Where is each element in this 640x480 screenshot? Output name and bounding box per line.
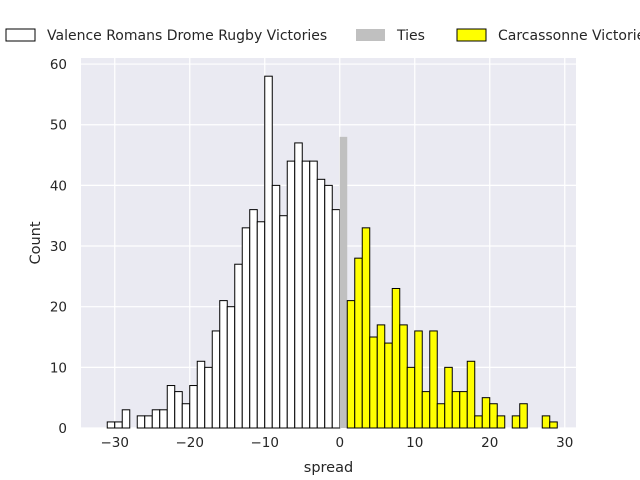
bar-carcassonne — [376, 324, 386, 429]
bar-valence — [189, 385, 198, 429]
bar-carcassonne — [459, 391, 468, 429]
bar-valence — [271, 184, 281, 429]
y-axis-ticks: 0 10 20 30 40 50 60 — [50, 57, 67, 437]
bar-carcassonne — [474, 415, 483, 429]
bar-valence — [181, 403, 191, 429]
x-axis-label: spread — [304, 460, 353, 476]
legend-label-valence: Valence Romans Drome Rugby Victories — [47, 28, 327, 44]
bar-valence — [279, 215, 288, 429]
bar-carcassonne — [391, 287, 401, 429]
bar-carcassonne — [406, 366, 416, 429]
legend-label-carcassonne: Carcassonne Victories — [498, 28, 640, 44]
bar-carcassonne — [511, 415, 521, 429]
bar-valence — [159, 409, 168, 429]
bar-valence — [264, 75, 273, 429]
bar-carcassonne — [399, 324, 408, 429]
y-tick-label: 0 — [58, 421, 67, 437]
y-tick-label: 10 — [50, 360, 67, 376]
x-tick-label: −20 — [176, 435, 205, 451]
bar-valence — [174, 391, 183, 429]
bar-carcassonne — [549, 421, 558, 429]
bar-valence — [286, 160, 296, 429]
bar-valence — [151, 409, 161, 429]
bar-carcassonne — [361, 227, 371, 429]
bar-valence — [196, 360, 206, 429]
bar-valence — [114, 421, 123, 429]
bar-valence — [241, 227, 251, 429]
bar-valence — [144, 415, 153, 429]
bar-carcassonne — [489, 403, 498, 429]
bar-valence — [256, 221, 266, 429]
y-tick-label: 40 — [50, 178, 67, 194]
bar-carcassonne — [429, 330, 438, 429]
bar-valence — [136, 415, 146, 429]
bar-carcassonne — [444, 366, 453, 429]
bar-carcassonne — [421, 391, 431, 429]
bar-valence — [331, 209, 341, 429]
legend-label-ties: Ties — [396, 28, 425, 44]
bar-valence — [316, 178, 326, 429]
x-axis-ticks: −30 −20 −10 0 10 20 30 — [101, 435, 574, 451]
y-axis-label: Count — [28, 221, 44, 264]
bar-valence — [226, 306, 236, 429]
x-tick-label: 20 — [481, 435, 498, 451]
bar-valence — [249, 209, 258, 429]
legend-swatch-valence — [5, 28, 36, 42]
bar-valence — [309, 160, 318, 429]
bar-valence — [121, 409, 131, 429]
y-tick-label: 50 — [50, 118, 67, 134]
bar-carcassonne — [481, 397, 491, 429]
histogram-bars — [106, 75, 558, 429]
y-tick-label: 20 — [50, 300, 67, 316]
bar-valence — [294, 142, 303, 429]
x-tick-label: −30 — [101, 435, 130, 451]
bar-valence — [324, 184, 333, 429]
y-tick-label: 30 — [50, 239, 67, 255]
bar-carcassonne — [466, 360, 476, 429]
bar-carcassonne — [436, 403, 446, 429]
bar-valence — [234, 263, 243, 429]
legend: Valence Romans Drome Rugby Victories Tie… — [5, 28, 640, 44]
x-tick-label: 30 — [556, 435, 573, 451]
bar-carcassonne — [519, 403, 528, 429]
bar-carcassonne — [384, 342, 393, 429]
x-tick-label: −10 — [251, 435, 280, 451]
bar-carcassonne — [451, 391, 461, 429]
legend-swatch-carcassonne — [456, 28, 487, 42]
bar-valence — [211, 330, 221, 429]
bar-valence — [106, 421, 116, 429]
bar-carcassonne — [346, 300, 356, 429]
bar-valence — [166, 385, 176, 429]
x-tick-label: 0 — [335, 435, 344, 451]
y-tick-label: 60 — [50, 57, 67, 73]
bar-valence — [204, 366, 213, 429]
bar-carcassonne — [354, 257, 363, 429]
bar-valence — [219, 300, 228, 429]
bar-carcassonne — [496, 415, 506, 429]
x-tick-label: 10 — [406, 435, 423, 451]
bar-carcassonne — [414, 330, 423, 429]
bar-valence — [301, 160, 311, 429]
bar-carcassonne — [541, 415, 551, 429]
bar-carcassonne — [369, 336, 378, 429]
bar-ties — [339, 136, 348, 428]
legend-swatch-ties — [356, 29, 385, 41]
